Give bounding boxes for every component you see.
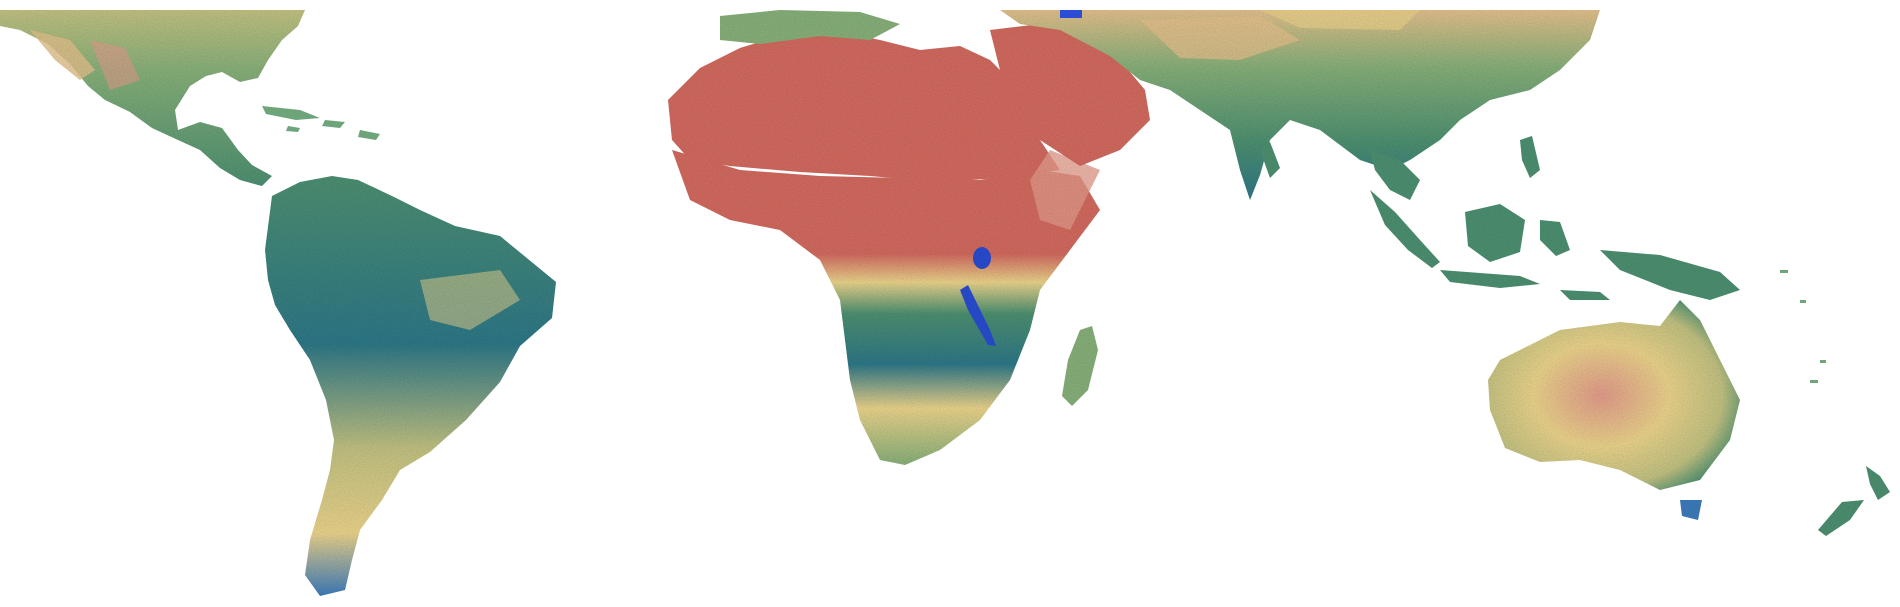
region-africa	[672, 150, 1100, 465]
region-southeast-asia	[1370, 136, 1740, 300]
region-madagascar	[1062, 326, 1098, 406]
region-pacific-islands	[1060, 10, 1826, 383]
region-australia	[1488, 300, 1740, 520]
region-south-america	[265, 176, 556, 596]
region-caribbean	[262, 106, 380, 140]
region-north-america	[0, 10, 305, 186]
region-new-zealand	[1818, 466, 1890, 536]
region-asia	[1000, 10, 1600, 200]
region-arabia	[990, 24, 1150, 166]
region-sahara	[668, 10, 1060, 182]
